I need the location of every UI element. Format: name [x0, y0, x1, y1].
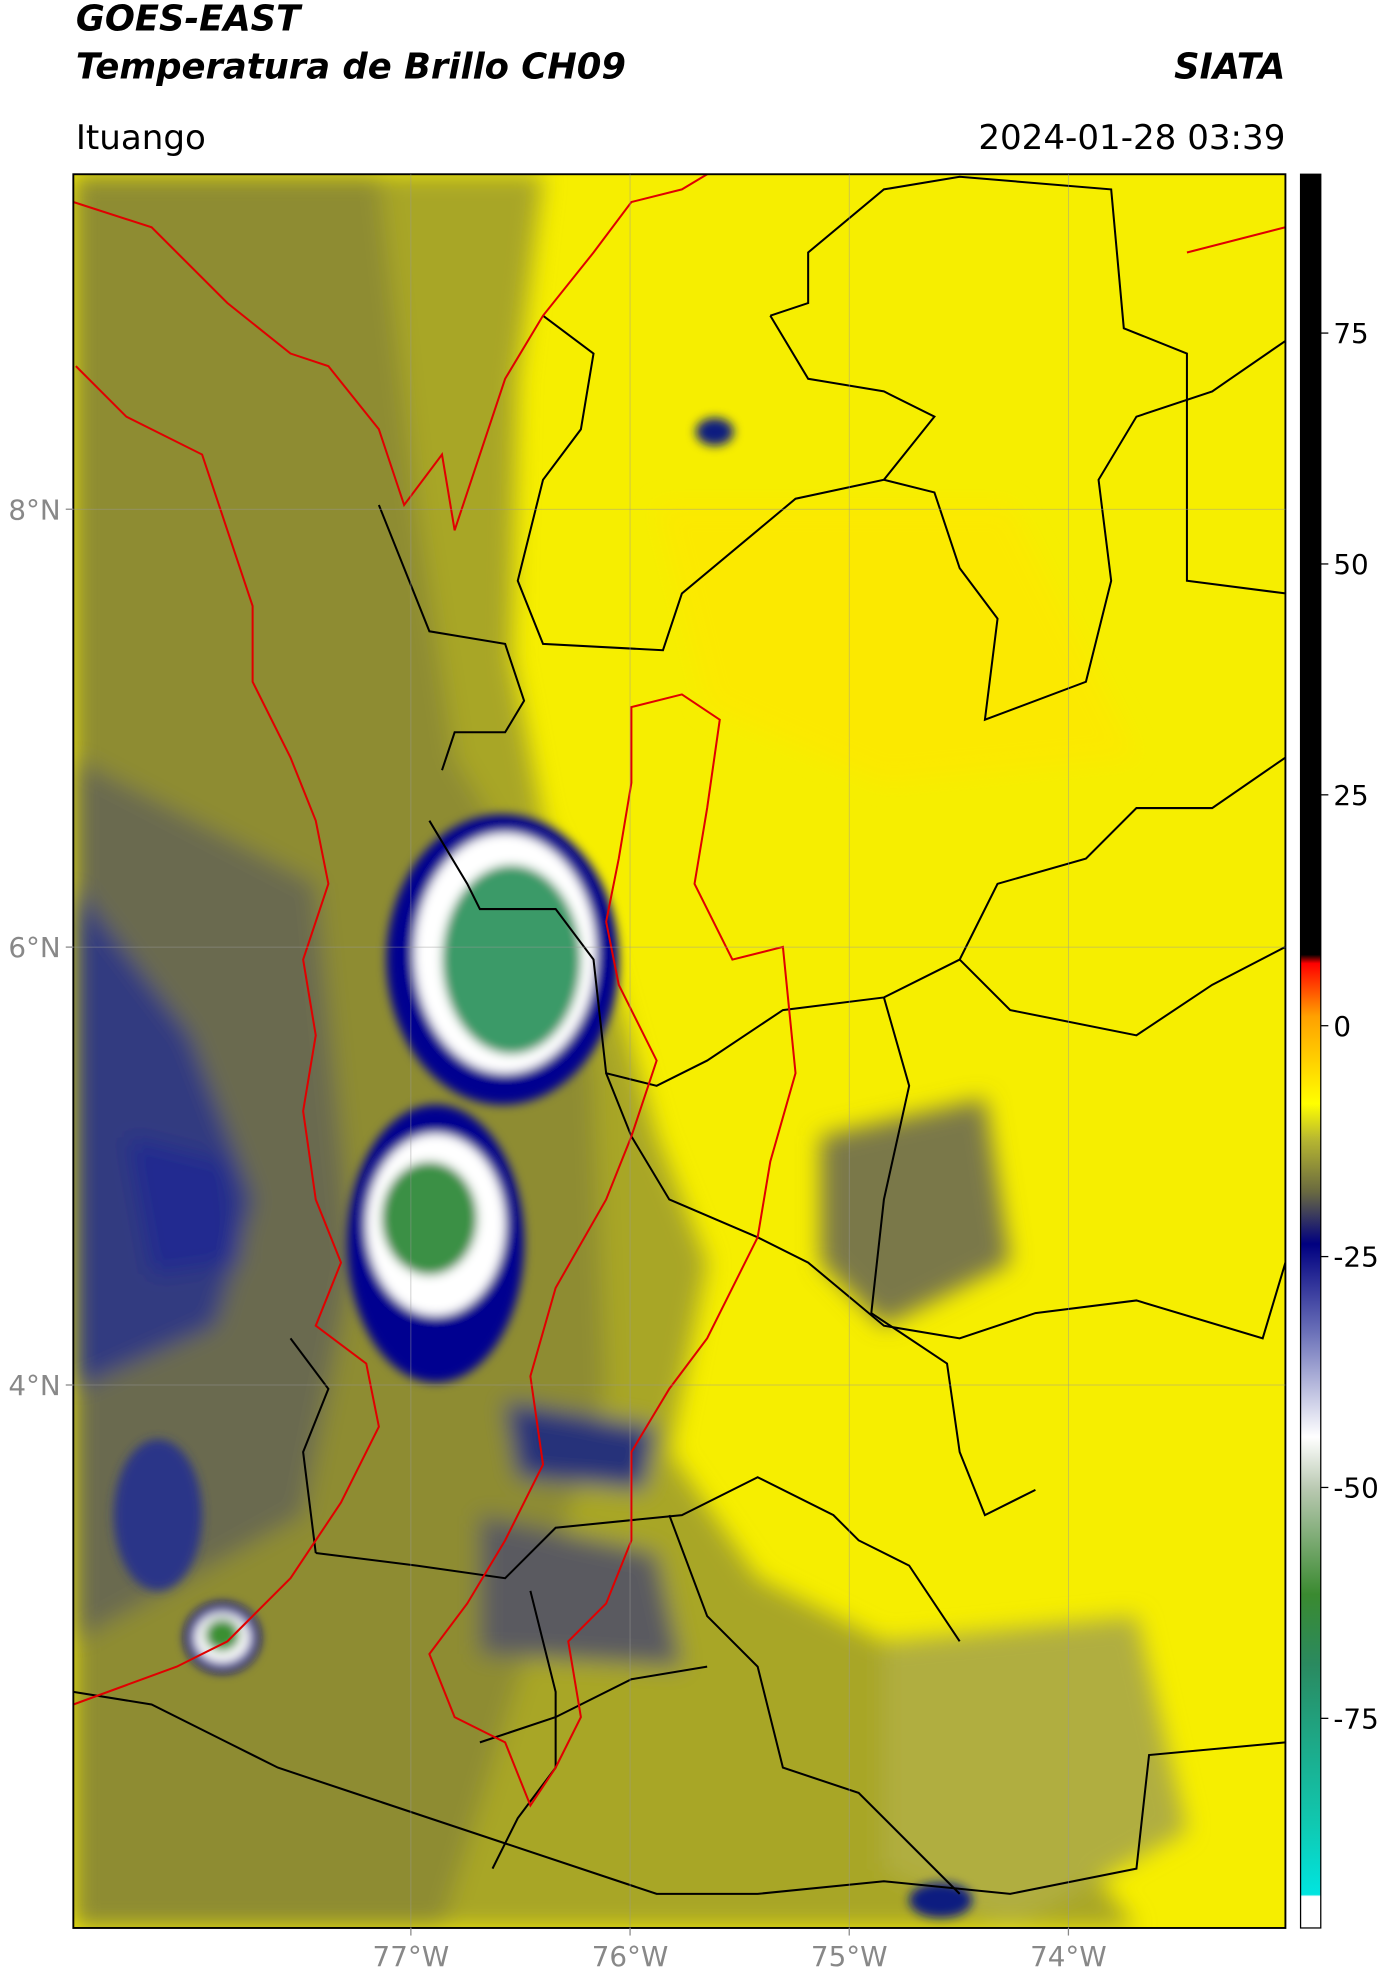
map-image — [73, 174, 1286, 1928]
product-title: Temperatura de Brillo CH09 — [76, 46, 626, 87]
colorbar — [1299, 173, 1322, 1929]
colorbar-label: -25 — [1333, 1241, 1378, 1274]
y-tick-label: 6°N — [8, 931, 60, 964]
y-tick-label: 4°N — [8, 1369, 60, 1402]
colorbar-label: 25 — [1333, 779, 1368, 812]
colorbar-label: 50 — [1333, 548, 1368, 581]
colorbar-label: 75 — [1333, 317, 1368, 350]
satellite-title: GOES-EAST — [76, 0, 303, 39]
colorbar-label: -75 — [1333, 1702, 1378, 1735]
x-tick-label: 74°W — [1030, 1940, 1107, 1973]
datetime-label: 2024-01-28 03:39 — [978, 118, 1285, 158]
x-tick-label: 77°W — [373, 1940, 450, 1973]
colorbar-label: 0 — [1333, 1010, 1351, 1043]
x-tick-label: 76°W — [592, 1940, 669, 1973]
y-tick-label: 8°N — [8, 493, 60, 526]
location-label: Ituango — [76, 118, 206, 158]
colorbar-label: -50 — [1333, 1472, 1378, 1505]
org-title: SIATA — [1174, 46, 1285, 87]
x-tick-label: 75°W — [811, 1940, 888, 1973]
map-frame — [72, 173, 1287, 1929]
axes: 77°W 76°W 75°W 74°W 4°N 6°N 8°N -75 -50 -25 0 25 50 7… — [8, 174, 1379, 1973]
